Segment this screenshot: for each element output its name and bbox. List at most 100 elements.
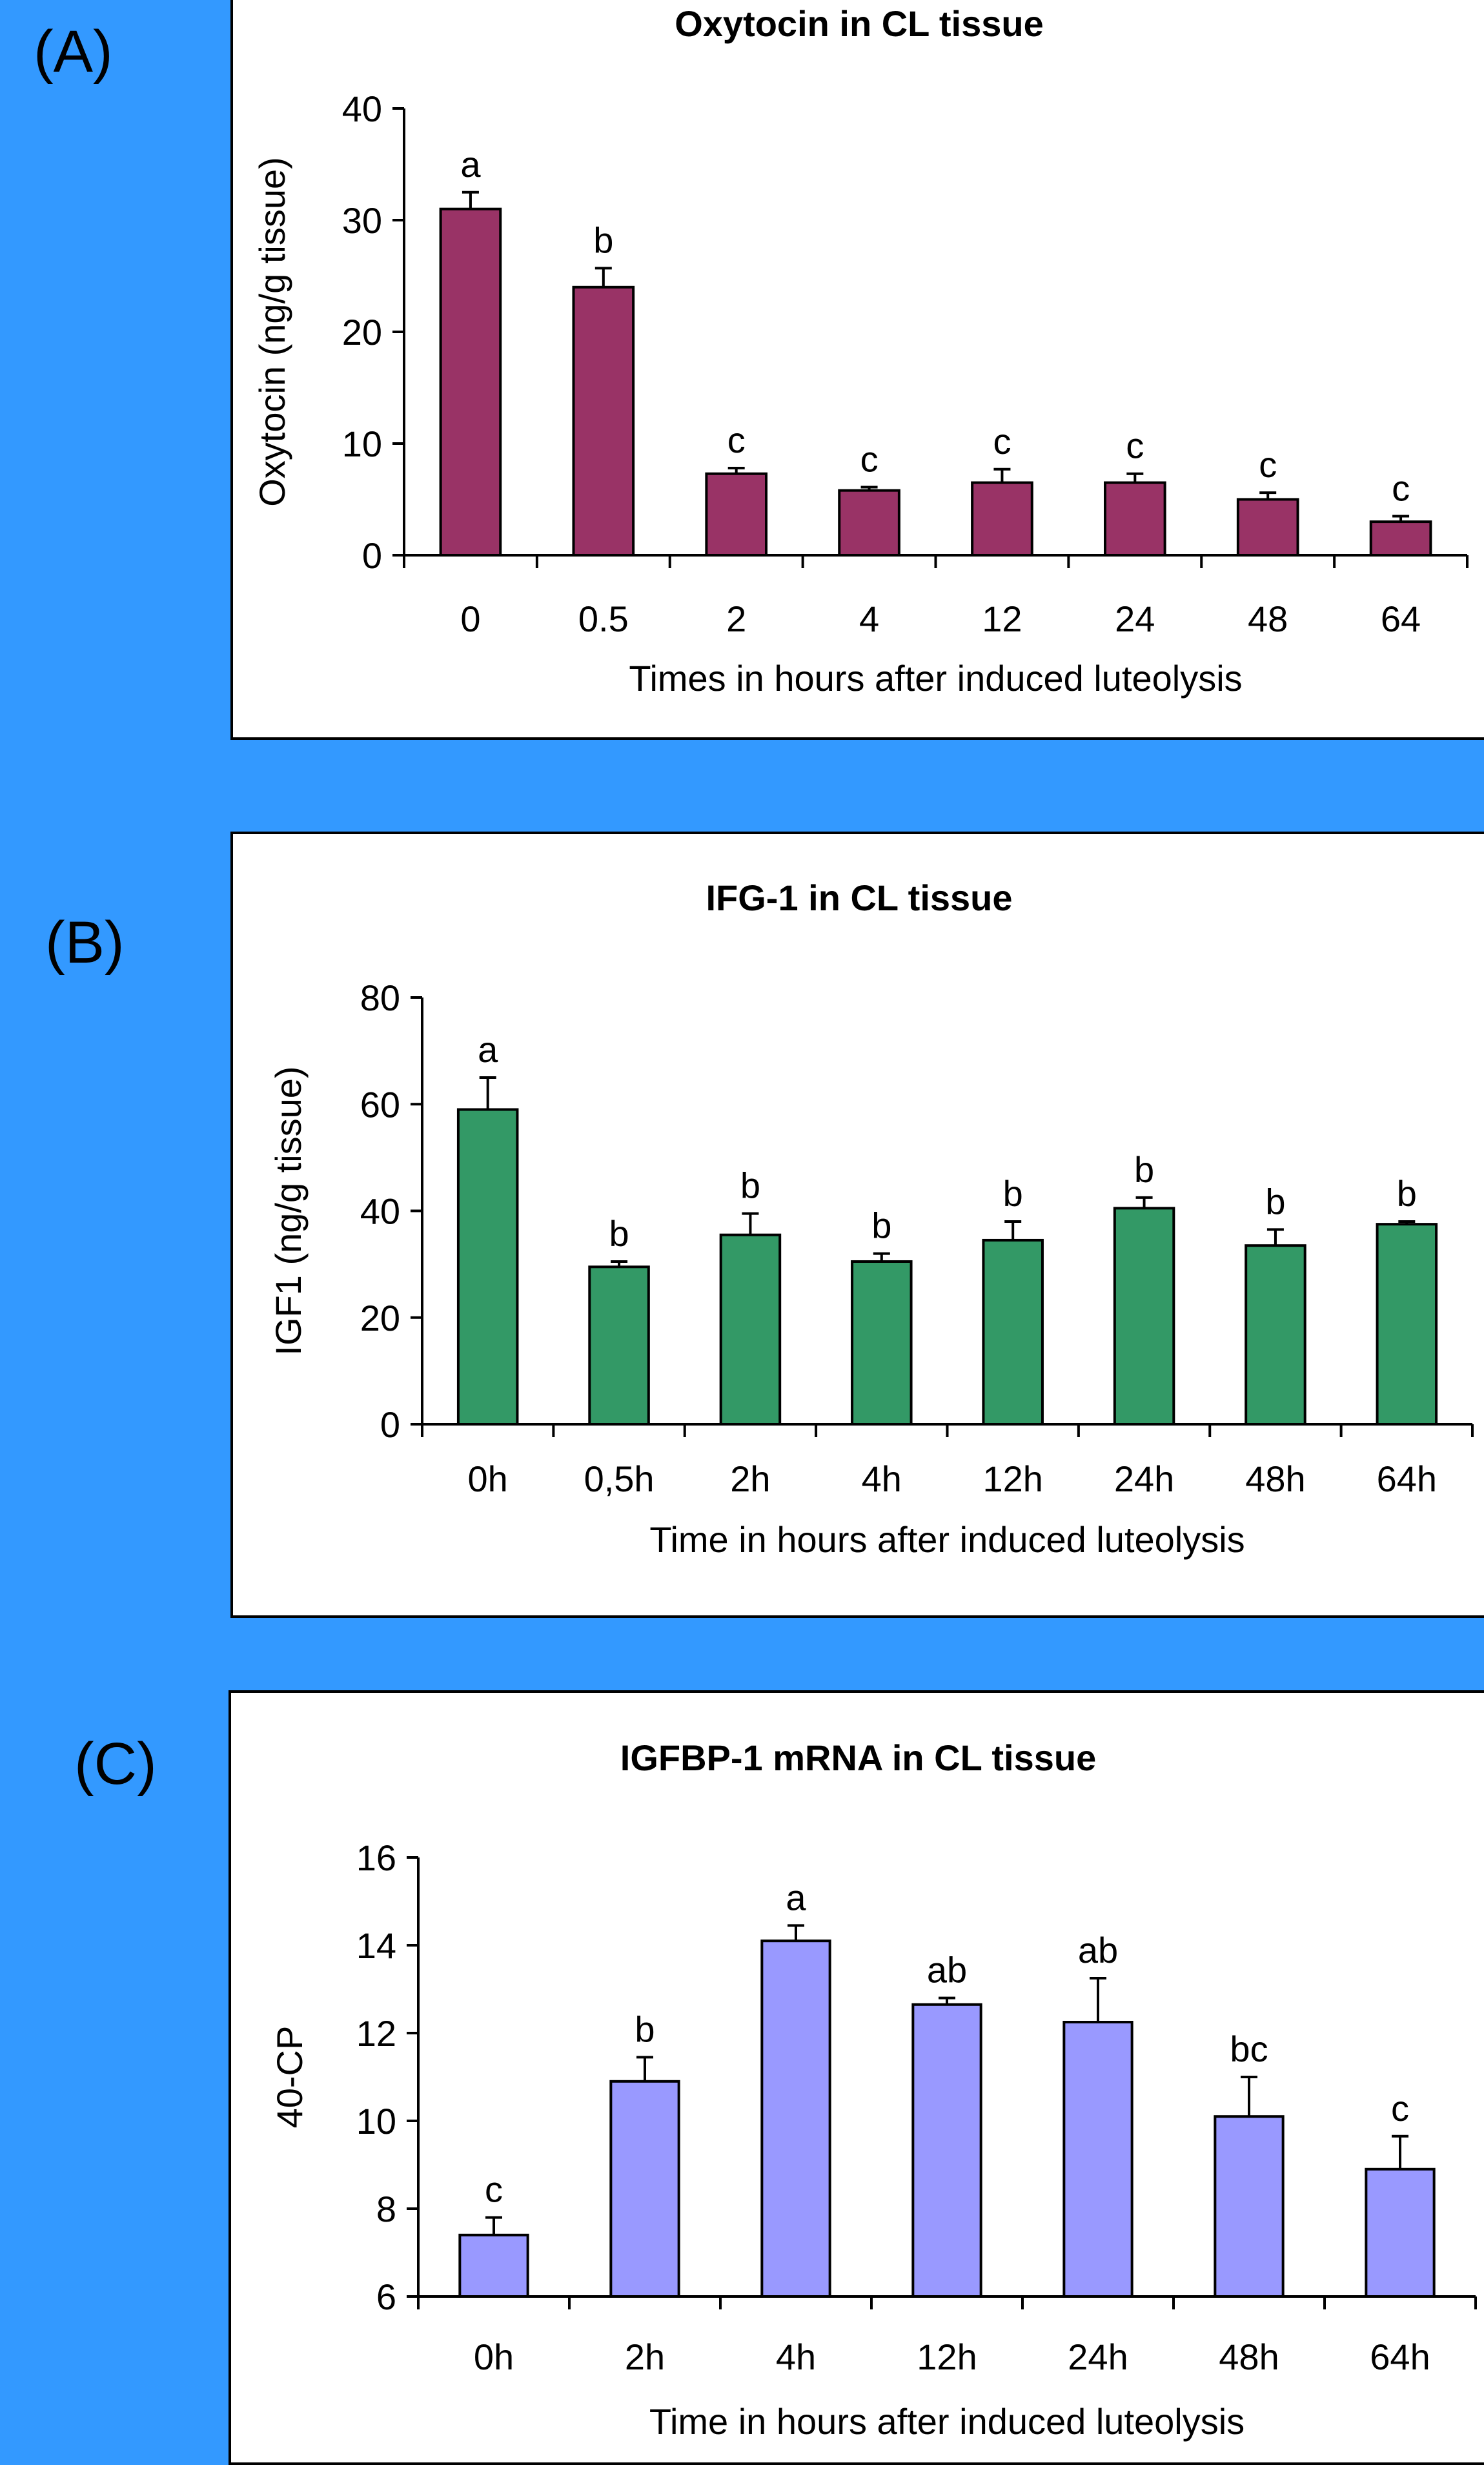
y-tick-label: 80 xyxy=(360,977,400,1018)
y-tick-label: 6 xyxy=(376,2276,396,2317)
bar xyxy=(588,1265,650,1426)
igf1-chart: IFG-1 in CL tissue 0 20 40 60 80 a 0h b 0,5h b 2h b 4… xyxy=(268,877,1474,1560)
bar xyxy=(719,1233,782,1426)
chart-panel-igf1: IFG-1 in CL tissue 0 20 40 60 80 a 0h b 0,5h b 2h b 4… xyxy=(230,832,1484,1618)
bar xyxy=(982,1238,1044,1426)
bar xyxy=(760,1939,831,2298)
significance-label: bc xyxy=(1230,2029,1268,2069)
bar xyxy=(705,472,768,557)
y-tick-label: 12 xyxy=(356,2013,396,2054)
significance-label: b xyxy=(635,2009,655,2049)
chart-panel-igfbp1: IGFBP-1 mRNA in CL tissue 6 8 10 12 14 16 c 0h b 2… xyxy=(229,1690,1484,2465)
x-tick-label: 64 xyxy=(1381,598,1421,639)
x-tick-label: 0.5 xyxy=(578,598,629,639)
y-tick-label: 20 xyxy=(360,1298,400,1338)
significance-label: a xyxy=(786,1877,806,1918)
significance-label: c xyxy=(860,438,879,479)
x-tick-label: 12h xyxy=(917,2337,977,2377)
x-tick-label: 48h xyxy=(1219,2337,1279,2377)
significance-label: a xyxy=(460,144,481,185)
significance-label: c xyxy=(1391,2088,1409,2129)
bar xyxy=(1113,1207,1175,1426)
x-tick-label: 12h xyxy=(982,1458,1042,1499)
bar xyxy=(1245,1244,1306,1426)
x-tick-label: 4h xyxy=(776,2337,816,2377)
bar xyxy=(458,2233,529,2298)
bar xyxy=(1365,2167,1436,2298)
significance-label: c xyxy=(485,2169,503,2210)
significance-label: c xyxy=(1392,467,1410,508)
chart-panel-oxytocin: Oxytocin in CL tissue 0 10 20 30 40 a 0 b 0.5 c 2 c 4… xyxy=(230,0,1484,740)
igfbp1-chart: IGFBP-1 mRNA in CL tissue 6 8 10 12 14 16 c 0h b 2… xyxy=(269,1737,1477,2442)
y-tick-label: 10 xyxy=(356,2101,396,2142)
bar xyxy=(851,1260,913,1426)
significance-label: b xyxy=(871,1205,891,1246)
x-tick-label: 48 xyxy=(1248,598,1288,639)
bar xyxy=(1376,1223,1438,1426)
significance-label: c xyxy=(1126,425,1144,466)
x-tick-label: 64h xyxy=(1370,2337,1430,2377)
chart-title: IGFBP-1 mRNA in CL tissue xyxy=(620,1737,1096,1778)
bar xyxy=(911,2003,982,2298)
significance-label: b xyxy=(1003,1173,1023,1214)
bar xyxy=(1103,481,1166,557)
y-axis-label: Oxytocin (ng/g tissue) xyxy=(252,157,292,507)
y-tick-label: 0 xyxy=(362,535,382,576)
significance-label: c xyxy=(727,420,746,460)
chart-title: IFG-1 in CL tissue xyxy=(706,877,1012,918)
bar xyxy=(1369,520,1432,557)
y-tick-label: 16 xyxy=(356,1837,396,1878)
x-tick-label: 24h xyxy=(1114,1458,1174,1499)
x-tick-label: 4h xyxy=(862,1458,902,1499)
y-axis-label: 40-CP xyxy=(269,2026,310,2129)
y-tick-label: 0 xyxy=(380,1404,400,1445)
significance-label: ab xyxy=(1078,1930,1118,1970)
significance-label: c xyxy=(993,421,1011,462)
oxytocin-chart: Oxytocin in CL tissue 0 10 20 30 40 a 0 b 0.5 c 2 c 4… xyxy=(252,3,1469,699)
x-tick-label: 48h xyxy=(1245,1458,1305,1499)
bar xyxy=(572,285,635,557)
x-tick-label: 0,5h xyxy=(584,1458,655,1499)
x-tick-label: 24h xyxy=(1068,2337,1128,2377)
y-tick-label: 10 xyxy=(342,424,382,464)
panel-label-c: (C) xyxy=(74,1731,157,1797)
significance-label: c xyxy=(1259,444,1277,485)
bar xyxy=(838,489,900,557)
x-axis-label: Time in hours after induced luteolysis xyxy=(649,2401,1245,2442)
x-tick-label: 0h xyxy=(468,1458,508,1499)
significance-label: ab xyxy=(927,1950,967,1990)
x-tick-label: 4 xyxy=(859,598,879,639)
panel-label-a: (A) xyxy=(34,19,113,85)
y-tick-label: 30 xyxy=(342,200,382,241)
bar xyxy=(609,2080,680,2298)
significance-label: b xyxy=(1134,1149,1154,1190)
bar xyxy=(1236,498,1299,557)
x-tick-label: 2h xyxy=(625,2337,665,2377)
significance-label: a xyxy=(478,1029,498,1070)
panel-label-b: (B) xyxy=(45,910,125,976)
x-axis-label: Times in hours after induced luteolysis xyxy=(629,658,1242,699)
x-tick-label: 0h xyxy=(474,2337,514,2377)
y-tick-label: 40 xyxy=(342,88,382,129)
x-tick-label: 2 xyxy=(726,598,746,639)
significance-label: b xyxy=(1397,1173,1417,1214)
y-axis-label: IGF1 (ng/g tissue) xyxy=(268,1066,309,1355)
x-tick-label: 64h xyxy=(1377,1458,1437,1499)
y-tick-label: 40 xyxy=(360,1191,400,1232)
significance-label: b xyxy=(740,1165,760,1206)
x-tick-label: 24 xyxy=(1115,598,1155,639)
bar xyxy=(456,1108,519,1426)
x-tick-label: 12 xyxy=(982,598,1022,639)
x-axis-label: Time in hours after induced luteolysis xyxy=(649,1519,1245,1560)
significance-label: b xyxy=(593,220,613,260)
x-tick-label: 2h xyxy=(730,1458,770,1499)
bar xyxy=(439,207,502,557)
significance-label: b xyxy=(609,1213,629,1254)
bar xyxy=(1062,2021,1133,2298)
bar xyxy=(971,481,1033,557)
chart-title: Oxytocin in CL tissue xyxy=(675,3,1044,44)
y-tick-label: 60 xyxy=(360,1084,400,1125)
y-tick-label: 20 xyxy=(342,312,382,353)
significance-label: b xyxy=(1265,1181,1285,1222)
x-tick-label: 0 xyxy=(460,598,480,639)
